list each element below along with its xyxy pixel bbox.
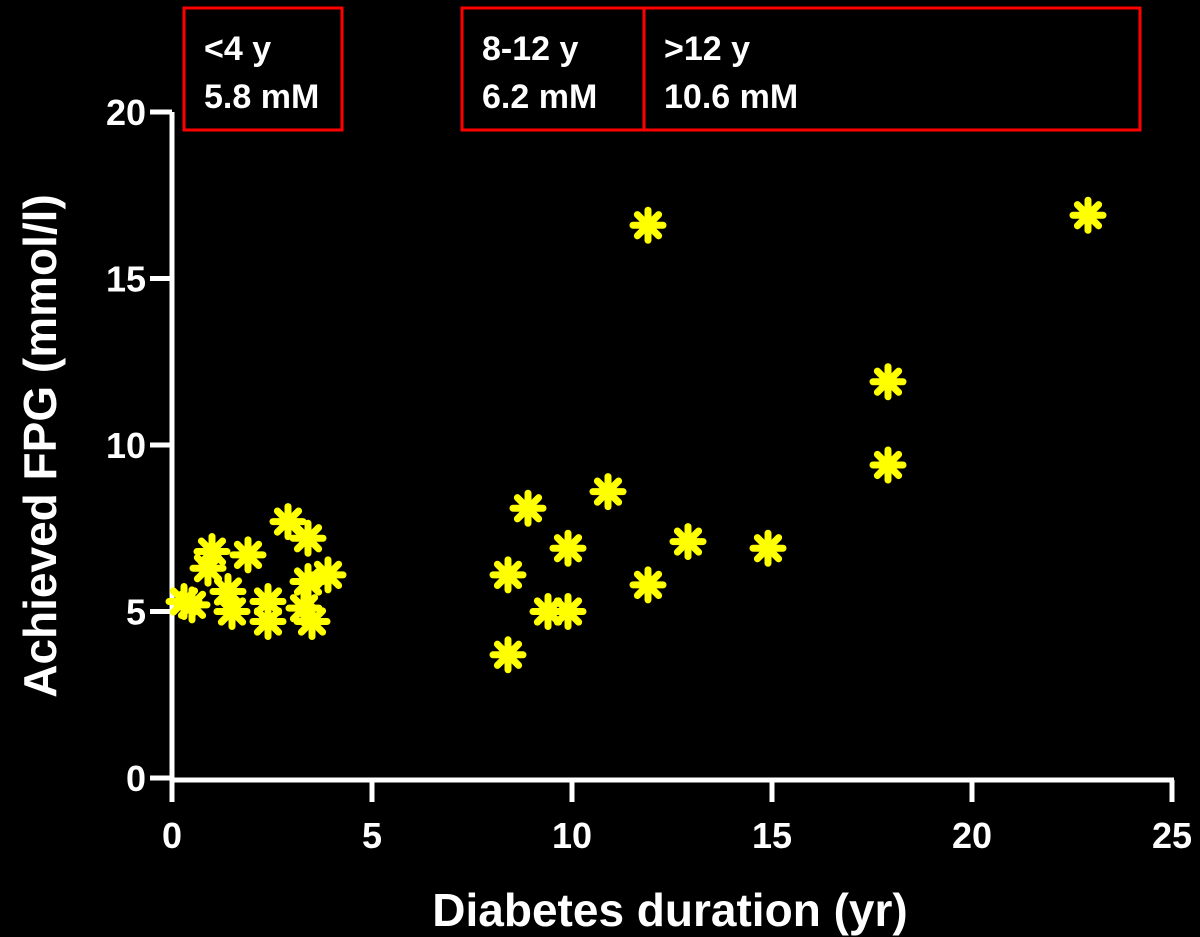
- data-point-stroke: [177, 590, 207, 619]
- x-tick-label: 5: [362, 815, 382, 856]
- group-box-under-4y: <4 y 5.8 mM: [182, 6, 344, 132]
- data-point-stroke: [513, 494, 543, 523]
- data-point: [1069, 196, 1107, 234]
- data-point: [589, 473, 627, 511]
- group-box-label: >12 y: [664, 30, 750, 68]
- y-tick-labels: 0 5 10 15 20: [106, 92, 146, 799]
- data-point-stroke: [873, 450, 903, 480]
- data-point-stroke: [553, 597, 583, 626]
- group-box-8-12y: 8-12 y 6.2 mM: [460, 6, 646, 132]
- data-point-stroke: [633, 211, 663, 240]
- data-point: [629, 206, 667, 244]
- y-tick-label: 10: [106, 425, 146, 466]
- data-point-stroke: [197, 537, 227, 566]
- data-point-stroke: [1073, 201, 1103, 230]
- data-point-stroke: [233, 540, 263, 569]
- y-axis-title: Achieved FPG (mmol/l): [14, 194, 66, 698]
- data-point: [173, 586, 211, 624]
- data-point: [289, 519, 327, 557]
- group-box-label: 8-12 y: [482, 30, 578, 68]
- data-point: [229, 536, 267, 574]
- data-point-stroke: [873, 367, 903, 396]
- data-point: [193, 533, 231, 571]
- x-tick-label: 25: [1152, 815, 1192, 856]
- data-point: [749, 529, 787, 567]
- data-points: [165, 196, 1107, 674]
- y-tick-label: 20: [106, 92, 146, 133]
- data-point: [549, 593, 587, 630]
- data-point: [869, 363, 907, 401]
- x-tick-label: 10: [552, 815, 592, 856]
- x-tick-label: 20: [952, 815, 992, 856]
- y-tick-label: 5: [126, 592, 146, 633]
- group-box-border: [182, 6, 344, 132]
- data-point: [309, 556, 347, 594]
- group-box-label: <4 y: [204, 30, 271, 68]
- data-point-stroke: [273, 507, 303, 536]
- data-point: [669, 523, 707, 561]
- x-tick-label: 0: [162, 815, 182, 856]
- data-point-stroke: [673, 527, 703, 556]
- data-point-stroke: [293, 524, 323, 553]
- data-point: [869, 446, 907, 484]
- data-point-stroke: [289, 594, 319, 623]
- data-point-stroke: [633, 570, 663, 599]
- group-boxes: <4 y 5.8 mM 8-12 y 6.2 mM >12 y 10.6 mM: [182, 6, 1142, 132]
- data-point: [293, 602, 331, 640]
- data-point-stroke: [533, 597, 563, 626]
- data-point-stroke: [493, 560, 523, 589]
- data-point-stroke: [493, 640, 523, 669]
- data-point: [489, 556, 527, 594]
- x-tick-labels: 0 5 10 15 20 25: [162, 815, 1192, 856]
- data-point-stroke: [297, 607, 327, 636]
- data-point-stroke: [313, 560, 343, 589]
- data-point: [529, 593, 567, 630]
- data-point-stroke: [753, 534, 783, 563]
- y-tick-label: 0: [126, 758, 146, 799]
- data-point-stroke: [553, 534, 583, 563]
- x-tick-label: 15: [752, 815, 792, 856]
- data-point: [629, 566, 667, 604]
- data-point-stroke: [253, 607, 283, 636]
- data-point: [509, 489, 547, 527]
- data-point-stroke: [217, 597, 247, 626]
- data-point: [249, 602, 287, 640]
- data-point: [213, 593, 251, 630]
- group-box-border: [642, 6, 1142, 132]
- y-tick-label: 15: [106, 259, 146, 300]
- data-point-stroke: [253, 587, 283, 616]
- data-point: [549, 529, 587, 567]
- x-axis-title: Diabetes duration (yr): [432, 884, 907, 936]
- group-box-value: 6.2 mM: [482, 78, 597, 116]
- data-point: [489, 636, 527, 674]
- axes: [150, 109, 1175, 802]
- group-box-value: 5.8 mM: [204, 78, 319, 116]
- group-box-value: 10.6 mM: [664, 78, 798, 116]
- group-box-over-12y: >12 y 10.6 mM: [642, 6, 1142, 132]
- data-point-stroke: [593, 477, 623, 506]
